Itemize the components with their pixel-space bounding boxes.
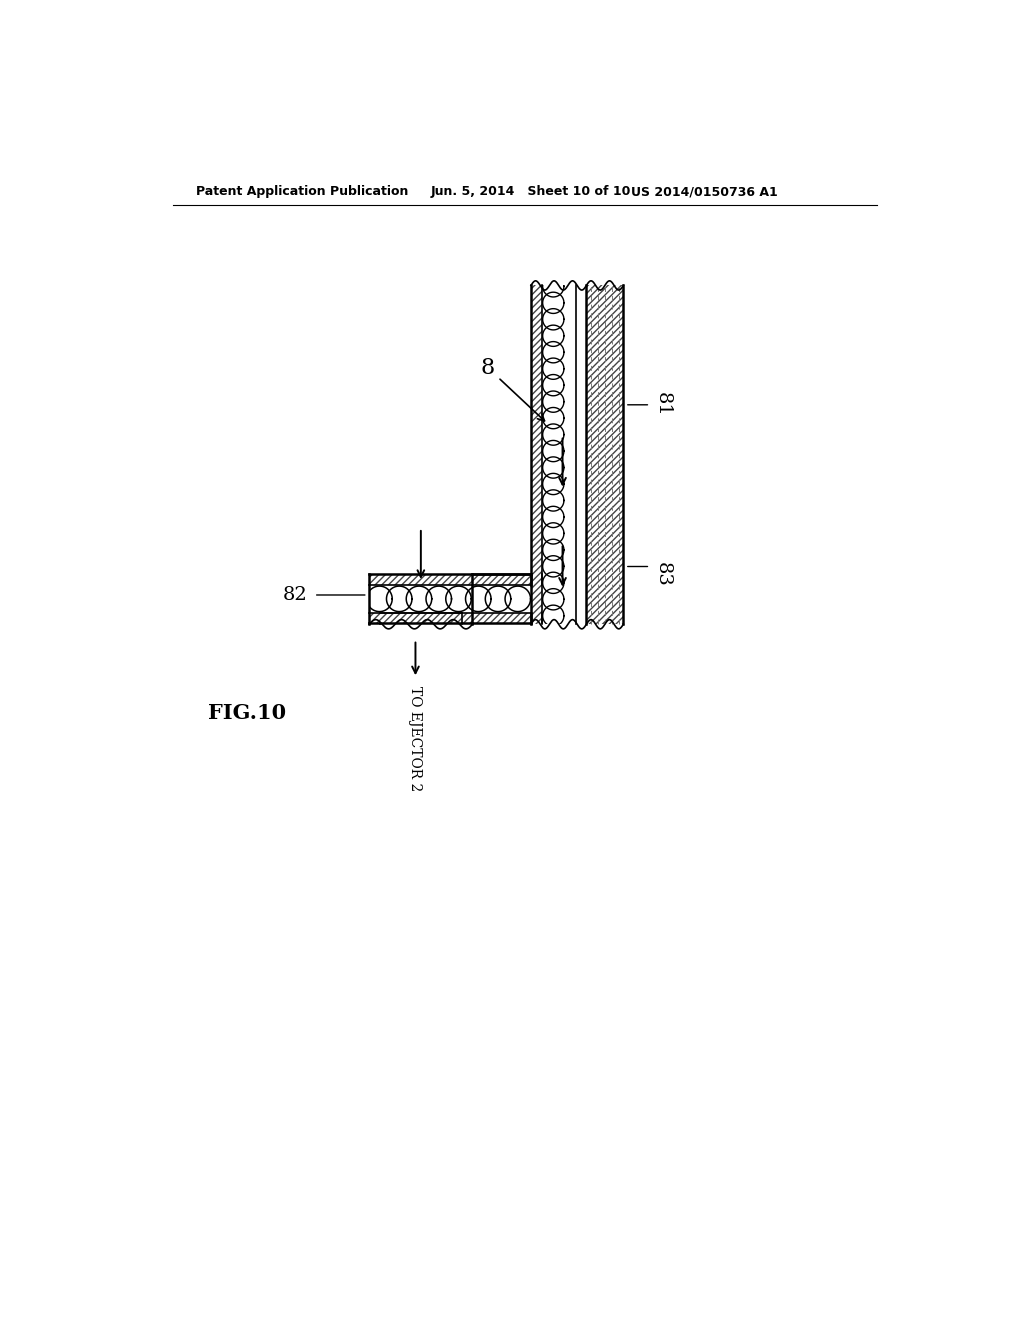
Text: 83: 83 [654,562,672,586]
Text: FIG.10: FIG.10 [208,702,286,723]
Text: Patent Application Publication: Patent Application Publication [196,185,409,198]
Bar [587,285,624,624]
Bar [370,574,531,585]
Text: TO EJECTOR 2: TO EJECTOR 2 [409,686,423,791]
Text: 82: 82 [283,586,307,605]
Text: 81: 81 [654,392,672,417]
Text: 8: 8 [481,356,545,421]
Text: US 2014/0150736 A1: US 2014/0150736 A1 [631,185,778,198]
Bar [531,285,542,624]
Bar [542,285,575,624]
Text: Jun. 5, 2014   Sheet 10 of 10: Jun. 5, 2014 Sheet 10 of 10 [431,185,631,198]
Bar [370,585,531,612]
Bar [370,612,531,623]
